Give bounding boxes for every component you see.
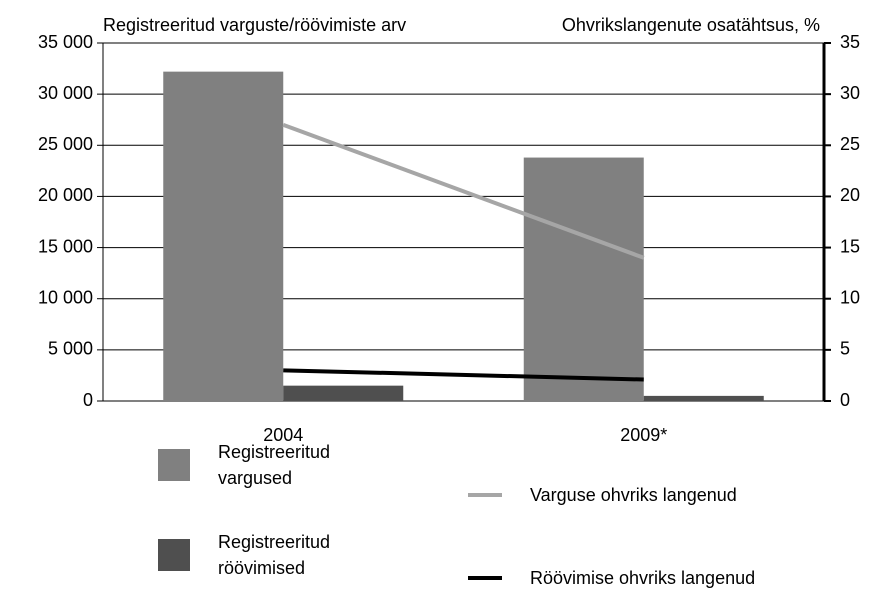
y2-tick-label: 35 <box>840 32 860 52</box>
y-tick-label: 35 000 <box>38 32 93 52</box>
bar <box>643 395 764 401</box>
line <box>283 368 644 382</box>
legend-item: Registreeritud vargused <box>158 438 358 492</box>
y2-tick-label: 0 <box>840 390 850 410</box>
x-tick-label: 2004 <box>263 425 303 445</box>
y-tick-label: 5 000 <box>48 339 93 359</box>
y2-tick-label: 30 <box>840 83 860 103</box>
y2-tick-label: 5 <box>840 339 850 359</box>
y-tick-label: 30 000 <box>38 83 93 103</box>
y-tick-label: 15 000 <box>38 236 93 256</box>
legend-label: Registreeritud röövimised <box>218 532 331 578</box>
legend-swatch <box>158 449 190 481</box>
legend-label: Röövimise ohvriks langenud <box>530 568 756 588</box>
bar <box>163 71 284 401</box>
legend-label: Varguse ohvriks langenud <box>530 485 737 505</box>
legend-item: Röövimise ohvriks langenud <box>468 551 755 595</box>
y2-axis-title: Ohvrikslangenute osatähtsus, % <box>562 15 820 35</box>
y2-tick-label: 10 <box>840 287 860 307</box>
y-tick-label: 0 <box>83 390 93 410</box>
y-axis-title: Registreeritud varguste/röövimiste arv <box>103 15 406 35</box>
y-tick-label: 10 000 <box>38 287 93 307</box>
y2-tick-label: 20 <box>840 185 860 205</box>
legend-swatch <box>468 493 502 497</box>
legend-swatch <box>468 576 502 580</box>
bar <box>283 385 404 401</box>
legend-swatch <box>158 539 190 571</box>
y-tick-label: 20 000 <box>38 185 93 205</box>
y2-tick-label: 25 <box>840 134 860 154</box>
bar <box>523 157 644 401</box>
legend-label: Registreeritud vargused <box>218 442 331 488</box>
y-tick-label: 25 000 <box>38 134 93 154</box>
x-tick-label: 2009* <box>620 425 667 445</box>
y2-tick-label: 15 <box>840 236 860 256</box>
legend-item: Varguse ohvriks langenud <box>468 468 737 522</box>
line <box>282 122 645 260</box>
legend-item: Registreeritud röövimised <box>158 528 358 582</box>
